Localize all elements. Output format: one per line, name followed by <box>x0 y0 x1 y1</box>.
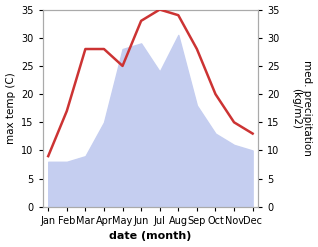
X-axis label: date (month): date (month) <box>109 231 192 242</box>
Y-axis label: med. precipitation
(kg/m2): med. precipitation (kg/m2) <box>291 60 313 156</box>
Y-axis label: max temp (C): max temp (C) <box>5 72 16 144</box>
